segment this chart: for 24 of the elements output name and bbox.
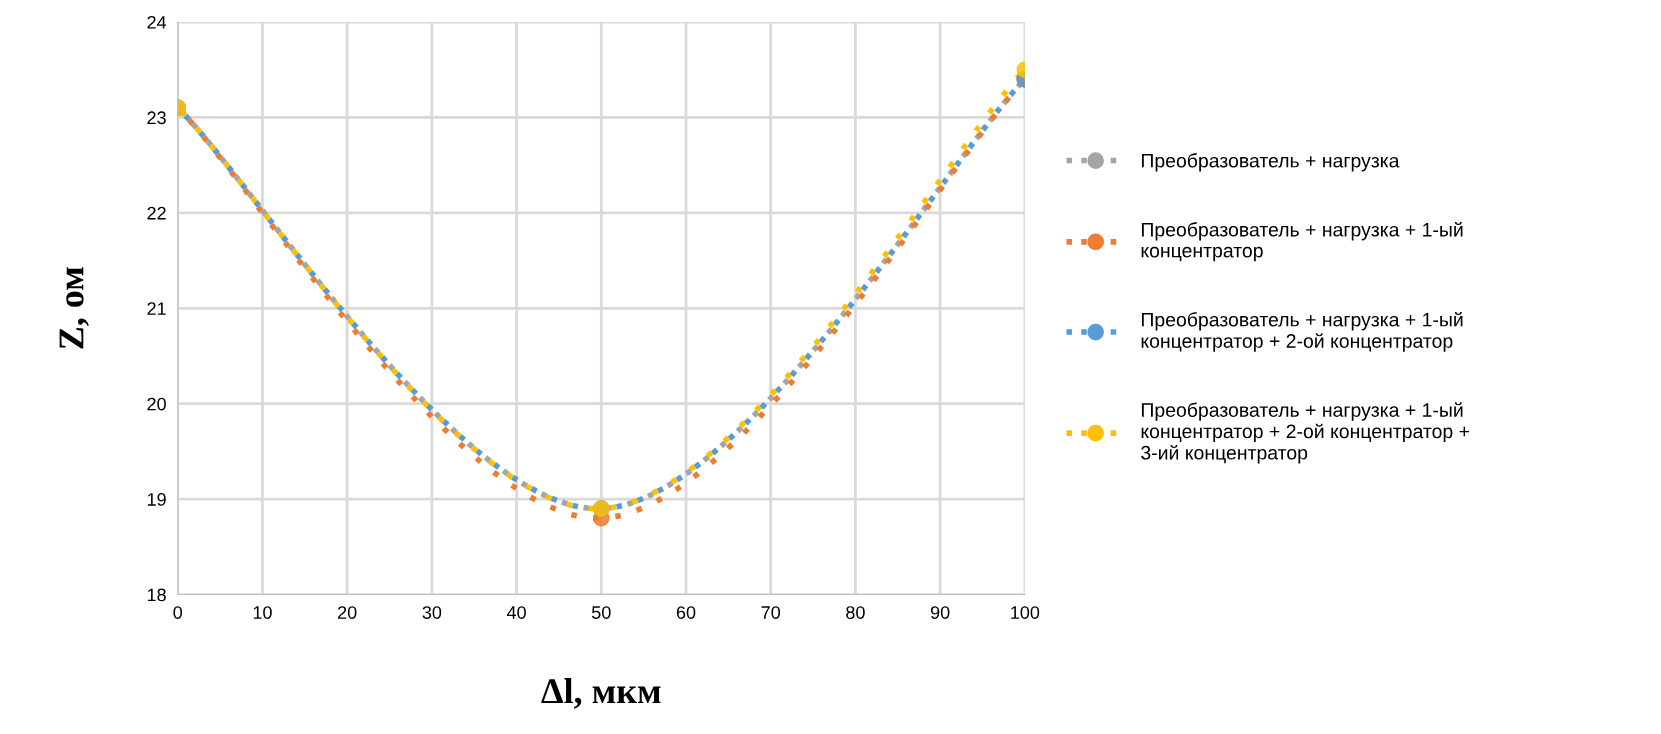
y-tick-label: 22 (147, 206, 166, 220)
x-tick-label: 90 (930, 606, 950, 619)
y-tick-label: 18 (147, 588, 166, 602)
legend-label: Преобразователь + нагрузка + 1-ый концентратор + 2-ой концентратор (1141, 311, 1463, 352)
y-tick-label: 24 (147, 15, 167, 29)
y-axis-title: Z, ом (59, 267, 89, 349)
y-tick-label: 23 (147, 111, 166, 125)
x-tick-label: 0 (173, 606, 183, 619)
x-tick-label: 100 (1011, 606, 1040, 619)
x-tick-label: 80 (846, 606, 865, 619)
legend-label: Преобразователь + нагрузка + 1-ый концентратор + 2-ой концентратор + 3-ий концентратор (1141, 402, 1470, 464)
y-tick-label: 20 (147, 397, 166, 411)
y-tick-label: 21 (147, 302, 166, 315)
y-tick-label: 19 (147, 493, 166, 506)
x-tick-label: 40 (506, 606, 526, 619)
x-tick-label: 70 (761, 606, 781, 619)
x-tick-label: 20 (338, 606, 357, 619)
x-tick-label: 60 (676, 606, 696, 619)
x-tick-label: 10 (253, 606, 272, 619)
legend-label: Преобразователь + нагрузка (1141, 153, 1400, 172)
x-axis-title: Δl, мкм (541, 678, 661, 709)
x-tick-label: 30 (422, 606, 442, 619)
legend-label: Преобразователь + нагрузка + 1-ый концентратор (1141, 221, 1463, 262)
x-tick-label: 50 (591, 606, 611, 619)
